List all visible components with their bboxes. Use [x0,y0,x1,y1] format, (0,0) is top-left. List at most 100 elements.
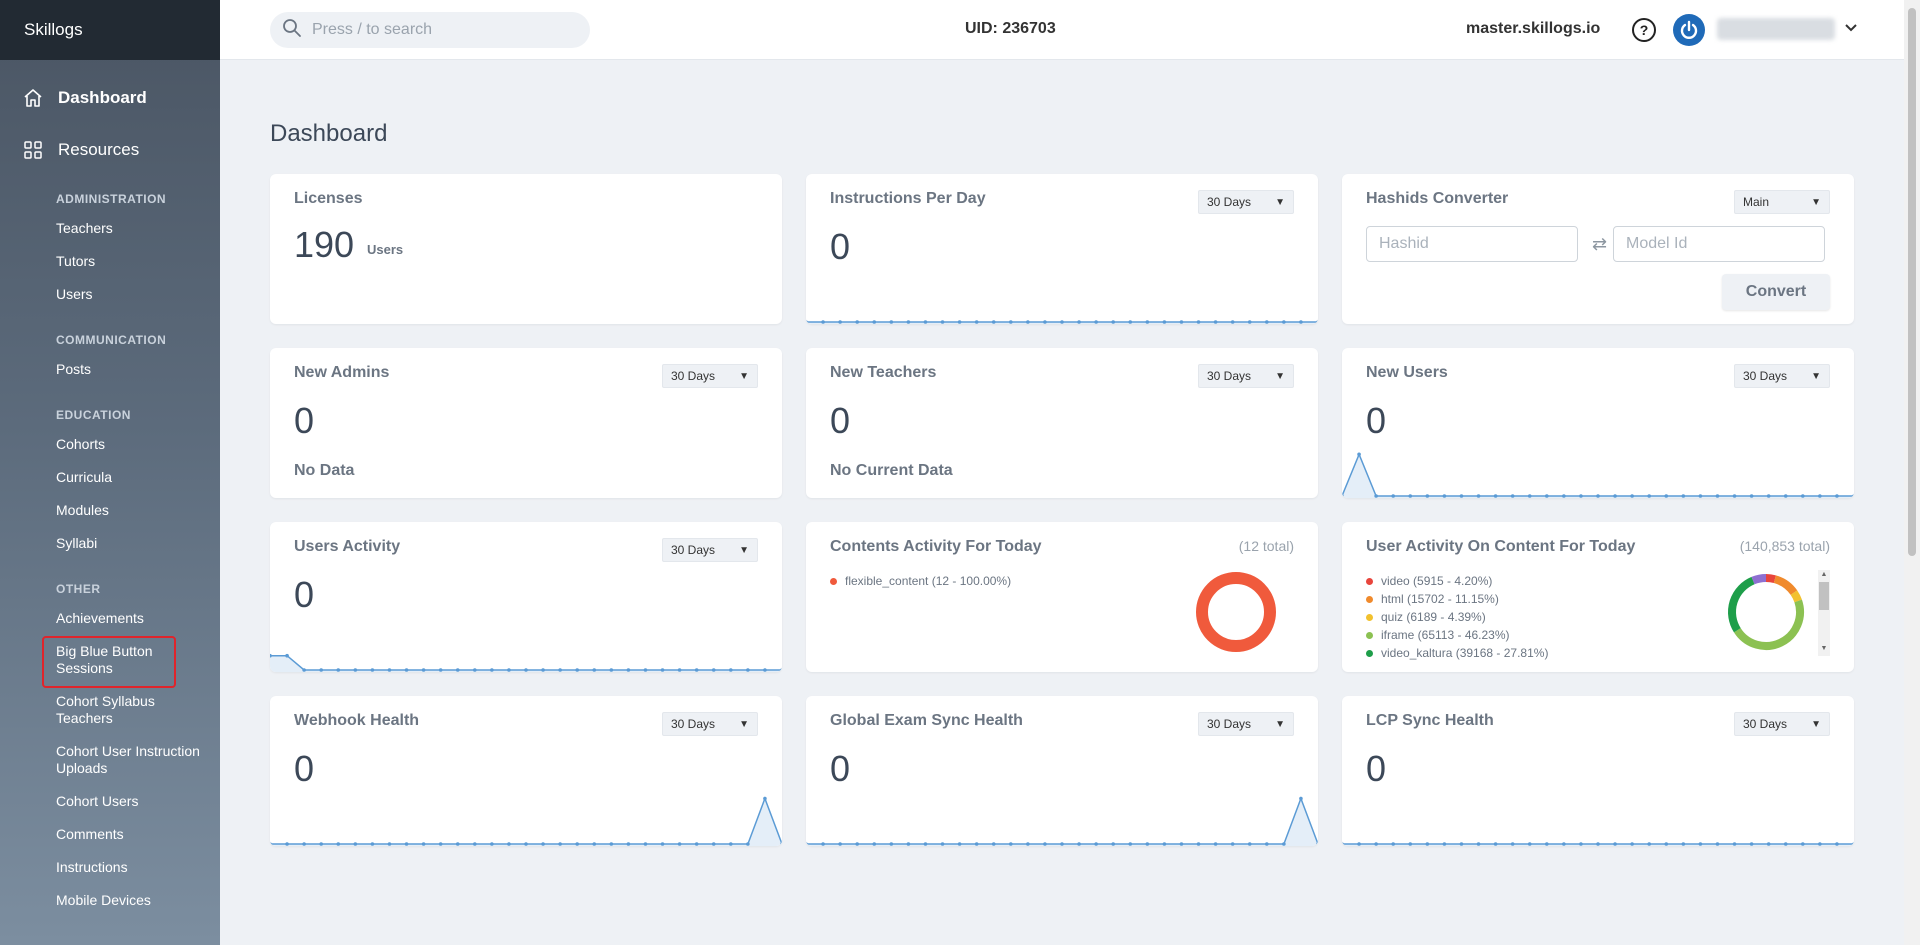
user-name-blurred[interactable] [1717,18,1835,40]
sidebar-item-syllabi[interactable]: Syllabi [56,535,98,551]
sparkline-point [404,842,409,846]
sparkline-point [1801,842,1805,846]
donut-slice [1773,575,1798,596]
sparkline-point [1213,320,1218,324]
sidebar-item-cohort-users[interactable]: Cohort Users [56,793,139,809]
legend-item[interactable]: quiz (6189 - 4.39%) [1366,608,1548,626]
card-licenses: Licenses 190 Users [270,174,782,324]
sparkline-point [1442,494,1447,498]
sparkline-point [1391,494,1395,498]
sidebar-item-achievements[interactable]: Achievements [56,610,144,626]
legend-dot [1366,631,1373,639]
sparkline-point [455,668,460,672]
help-icon[interactable]: ? [1632,18,1656,42]
sidebar-item-dashboard[interactable]: Dashboard [0,72,220,124]
sidebar-item-comments[interactable]: Comments [56,826,124,842]
sidebar-item-cohorts[interactable]: Cohorts [56,436,106,452]
sparkline-point [558,842,562,846]
sidebar-item-cohort-user-instruction-uploads[interactable]: Cohort User Instruction Uploads [56,743,200,776]
sparkline-point [763,668,767,672]
legend-scrollbar[interactable]: ▲ ▼ [1818,570,1830,656]
sparkline-point [592,668,597,672]
convert-button[interactable]: Convert [1722,274,1830,310]
swap-icon[interactable]: ⇄ [1592,234,1608,254]
legend-item[interactable]: iframe (65113 - 46.23%) [1366,626,1548,644]
card-lcp-sync-health: LCP Sync Health 30 Days ▼ 0 [1342,696,1854,846]
sparkline-point [806,842,808,846]
sparkline-point [1766,494,1771,498]
section-communication: Communication [56,333,167,347]
range-select[interactable]: 30 Days ▼ [662,538,758,562]
sparkline-point [1493,494,1498,498]
sidebar-item-big-blue-button-sessions[interactable]: Big Blue Button Sessions [0,635,220,688]
legend-item[interactable]: video (5915 - 4.20%) [1366,572,1548,590]
sparkline-point [1111,842,1115,846]
scroll-up-arrow-icon: ▲ [1820,571,1828,578]
legend-dot [1366,577,1373,585]
legend-item[interactable]: html (15702 - 11.15%) [1366,590,1548,608]
hashid-input[interactable] [1366,226,1578,262]
sparkline-point [729,668,733,672]
search-bar[interactable] [270,12,590,48]
sparkline-point [302,668,306,672]
sparkline-point [1094,842,1098,846]
sparkline [1342,452,1854,498]
donut-slice [1196,572,1276,652]
sparkline-point [991,842,996,846]
page-scrollbar[interactable] [1904,0,1920,945]
sparkline-point [1408,494,1413,498]
range-select[interactable]: 30 Days ▼ [1198,364,1294,388]
sparkline-point [1425,494,1430,498]
range-select[interactable]: 30 Days ▼ [662,364,758,388]
sparkline-point [1459,494,1464,498]
sparkline [270,796,782,846]
power-icon[interactable] [1673,14,1705,46]
card-value: 0 [294,400,315,441]
chevron-down-icon[interactable] [1844,20,1858,39]
card-subtitle: No Data [294,462,355,479]
sparkline-point [302,842,306,846]
sparkline-point [838,320,842,324]
sidebar-item-instructions[interactable]: Instructions [56,859,128,875]
sparkline-point [270,653,272,658]
model-id-input[interactable] [1613,226,1825,262]
card-value: 0 [294,748,315,789]
range-select[interactable]: 30 Days ▼ [1198,190,1294,214]
legend-item[interactable]: video_kaltura (39168 - 27.81%) [1366,644,1548,662]
search-input[interactable] [312,21,572,39]
sidebar-item-users[interactable]: Users [56,286,93,302]
sidebar-item-posts[interactable]: Posts [56,361,92,377]
sparkline-point [336,668,341,672]
sparkline-point [507,842,511,846]
sparkline-point [524,842,528,846]
hashids-select[interactable]: Main ▼ [1734,190,1830,214]
legend-item[interactable]: flexible_content (12 - 100.00%) [830,572,1011,590]
scrollbar-thumb[interactable] [1908,8,1916,556]
scrollbar-thumb [1819,582,1829,610]
sparkline-point [889,320,894,324]
sidebar-item-modules[interactable]: Modules [56,502,109,518]
section-administration: Administration [56,192,167,206]
sparkline-point [1579,494,1583,498]
sparkline-point [1476,842,1481,846]
sidebar-item-curricula[interactable]: Curricula [56,469,113,485]
sparkline-point [643,668,648,672]
sparkline-point [889,842,894,846]
sidebar-item-mobile-devices[interactable]: Mobile Devices [56,892,151,908]
range-select[interactable]: 30 Days ▼ [1734,712,1830,736]
card-title: Webhook Health [294,712,420,729]
sparkline-point [353,842,358,846]
sidebar-item-resources[interactable]: Resources [0,124,220,176]
range-select[interactable]: 30 Days ▼ [1734,364,1830,388]
sparkline-point [1077,320,1081,324]
sidebar-item-cohort-syllabus-teachers[interactable]: Cohort Syllabus Teachers [56,693,155,726]
brand-logo[interactable]: Skillogs [0,0,220,60]
sparkline-point [923,320,928,324]
sidebar-item-teachers[interactable]: Teachers [56,220,113,236]
range-select[interactable]: 30 Days ▼ [662,712,758,736]
range-select[interactable]: 30 Days ▼ [1198,712,1294,736]
sparkline-point [1493,842,1498,846]
sidebar-item-tutors[interactable]: Tutors [56,253,96,269]
sparkline-point [370,842,375,846]
sparkline-point [609,842,614,846]
